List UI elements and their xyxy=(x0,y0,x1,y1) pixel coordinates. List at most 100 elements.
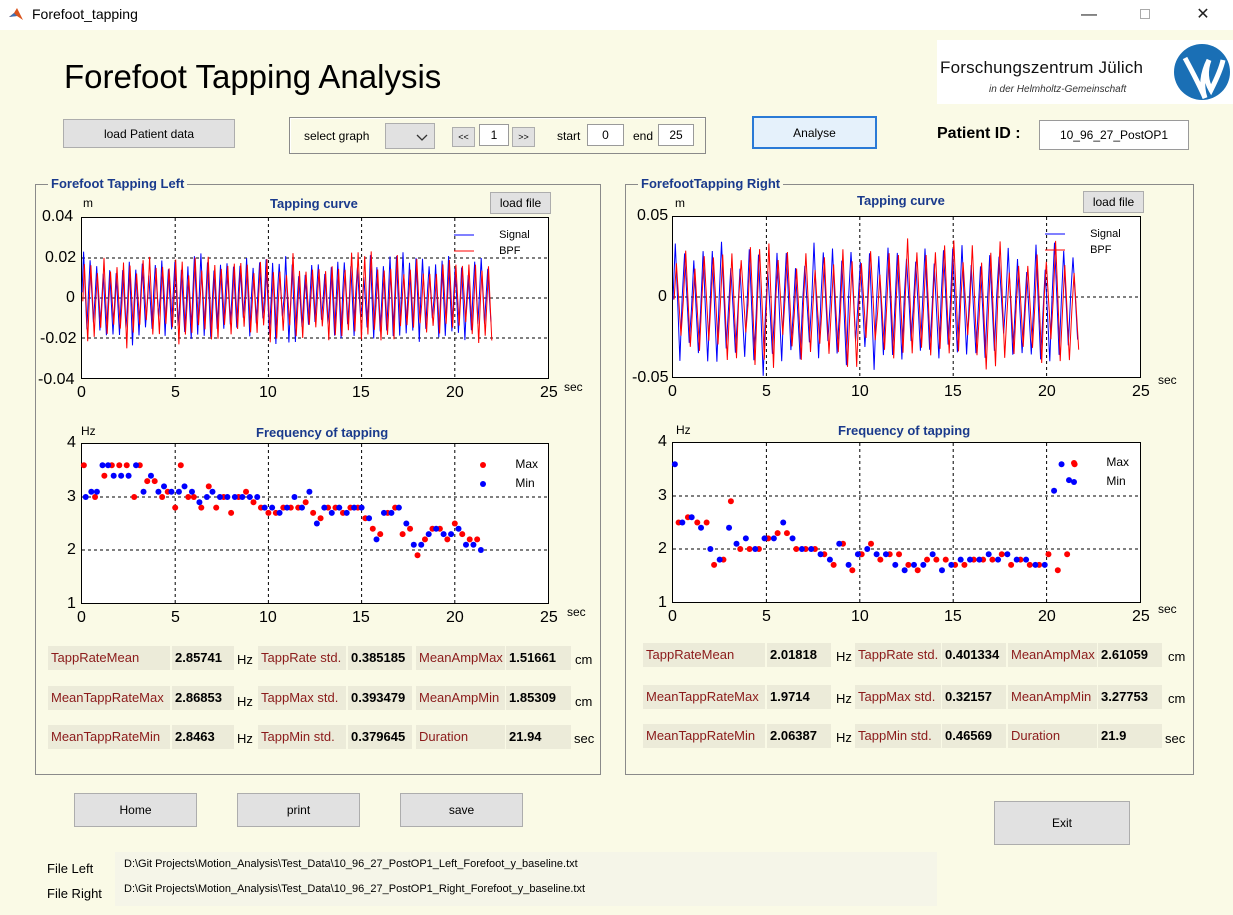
series-line-signal xyxy=(672,241,1079,376)
data-point-max xyxy=(144,478,151,485)
left-tapp-max-std-value: 0.393479 xyxy=(348,686,412,710)
data-point-max xyxy=(177,462,184,469)
right-tapping-ytick: -0.05 xyxy=(632,369,669,386)
data-point-min xyxy=(239,494,246,500)
left-freq-ytick: 2 xyxy=(67,541,76,558)
left-tapping-xtick: 0 xyxy=(77,384,86,401)
left-load-file-button[interactable]: load file xyxy=(490,192,551,214)
data-point-min xyxy=(358,504,365,511)
load-patient-data-button[interactable]: load Patient data xyxy=(63,119,235,148)
data-point-max xyxy=(310,509,317,516)
right-tapp-max-std-value: 0.32157 xyxy=(942,685,1006,709)
data-point-min xyxy=(155,488,162,495)
data-point-min xyxy=(836,540,843,547)
data-point-max xyxy=(421,536,428,543)
data-point-min xyxy=(388,509,395,516)
data-point-min xyxy=(985,551,992,558)
data-point-min xyxy=(433,525,440,532)
data-point-min xyxy=(343,509,350,516)
data-point-max xyxy=(213,504,220,511)
select-graph-dropdown[interactable] xyxy=(385,123,435,149)
data-point-min xyxy=(105,462,112,469)
end-field[interactable]: 25 xyxy=(658,124,694,146)
close-button[interactable]: ✕ xyxy=(1180,0,1226,30)
right-freq-legend-min: Min xyxy=(1069,474,1126,488)
data-point-min xyxy=(298,504,305,511)
analyse-button[interactable]: Analyse xyxy=(752,116,877,149)
patient-id-field[interactable]: 10_96_27_PostOP1 xyxy=(1039,120,1189,150)
right-tapping-unit: m xyxy=(675,196,685,210)
left-freq-title: Frequency of tapping xyxy=(256,425,389,440)
data-point-min xyxy=(209,488,216,495)
start-field[interactable]: 0 xyxy=(587,124,624,146)
data-point-min xyxy=(780,519,787,526)
series-line-bpf xyxy=(673,238,1080,370)
data-point-max xyxy=(243,488,250,495)
data-point-min xyxy=(336,504,343,511)
data-point-min xyxy=(798,546,805,552)
data-point-min xyxy=(864,546,871,552)
right-tapping-legend-bpf: BPF xyxy=(1045,244,1111,256)
left-duration-label: Duration xyxy=(416,725,505,749)
data-point-min xyxy=(770,535,777,542)
data-point-max xyxy=(265,509,272,516)
right-tapp-rate-mean-value: 2.01818 xyxy=(767,643,831,667)
logo-text: Forschungszentrum Jülich xyxy=(940,58,1144,77)
left-tapp-max-std-label: TappMax std. xyxy=(258,686,346,710)
data-point-min xyxy=(854,551,861,558)
data-point-max xyxy=(250,499,257,506)
data-point-min xyxy=(671,461,678,468)
left-freq-ytick: 3 xyxy=(67,488,76,505)
right-sec-unit: sec xyxy=(1165,731,1186,746)
previous-graph-button[interactable]: << xyxy=(452,127,475,147)
home-button[interactable]: Home xyxy=(74,793,197,827)
data-point-min xyxy=(901,567,908,574)
data-point-min xyxy=(698,524,705,531)
data-point-min xyxy=(276,509,283,516)
print-button[interactable]: print xyxy=(237,793,360,827)
maximize-button[interactable] xyxy=(1122,0,1168,30)
next-graph-button[interactable]: >> xyxy=(512,127,535,147)
data-point-min xyxy=(1058,461,1065,468)
right-freq-xtick: 0 xyxy=(668,608,677,625)
window-titlebar[interactable]: Forefoot_tapping — ✕ xyxy=(0,0,1233,30)
right-load-file-button[interactable]: load file xyxy=(1083,191,1144,213)
left-mean-amp-min-value: 1.85309 xyxy=(506,686,571,710)
exit-button[interactable]: Exit xyxy=(994,801,1130,845)
data-point-max xyxy=(92,494,99,500)
save-button[interactable]: save xyxy=(400,793,523,827)
right-tapping-ytick: 0 xyxy=(658,288,667,305)
data-point-max xyxy=(989,556,996,563)
data-point-min xyxy=(1004,551,1011,558)
left-mean-tapp-rate-max-label: MeanTappRateMax xyxy=(48,686,170,710)
graph-number-field[interactable]: 1 xyxy=(479,124,509,146)
right-mean-amp-min-label: MeanAmpMin xyxy=(1008,685,1097,709)
data-point-min xyxy=(224,494,231,500)
data-point-max xyxy=(151,478,158,485)
data-point-min xyxy=(1066,477,1073,484)
data-point-max xyxy=(459,531,466,538)
right-tapping-legend-signal: Signal xyxy=(1045,228,1121,240)
data-point-min xyxy=(418,541,425,548)
data-point-max xyxy=(746,546,753,552)
minimize-button[interactable]: — xyxy=(1081,6,1097,23)
data-point-max xyxy=(101,472,108,479)
right-freq-title: Frequency of tapping xyxy=(838,423,971,438)
left-hz-unit: Hz xyxy=(237,694,253,709)
right-mean-amp-max-label: MeanAmpMax xyxy=(1008,643,1097,667)
left-freq-xtick: 0 xyxy=(77,609,86,626)
data-point-min xyxy=(440,531,447,538)
data-point-max xyxy=(369,525,376,532)
left-freq-legend-max: Max xyxy=(478,457,538,471)
data-point-min xyxy=(845,561,852,568)
right-mean-amp-min-value: 3.27753 xyxy=(1098,685,1162,709)
left-freq-xunit: sec xyxy=(567,605,586,619)
legend-dot-icon xyxy=(480,480,486,487)
data-point-max xyxy=(159,494,166,500)
right-freq-xtick: 20 xyxy=(1038,608,1056,625)
data-point-min xyxy=(938,567,945,574)
end-label: end xyxy=(633,129,654,143)
right-tapp-rate-mean-label: TappRateMean xyxy=(643,643,765,667)
data-point-max xyxy=(694,519,701,526)
data-point-min xyxy=(817,551,824,558)
